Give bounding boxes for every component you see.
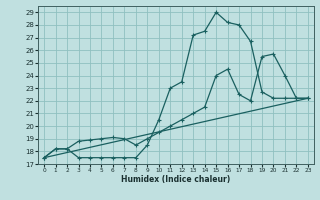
X-axis label: Humidex (Indice chaleur): Humidex (Indice chaleur)	[121, 175, 231, 184]
